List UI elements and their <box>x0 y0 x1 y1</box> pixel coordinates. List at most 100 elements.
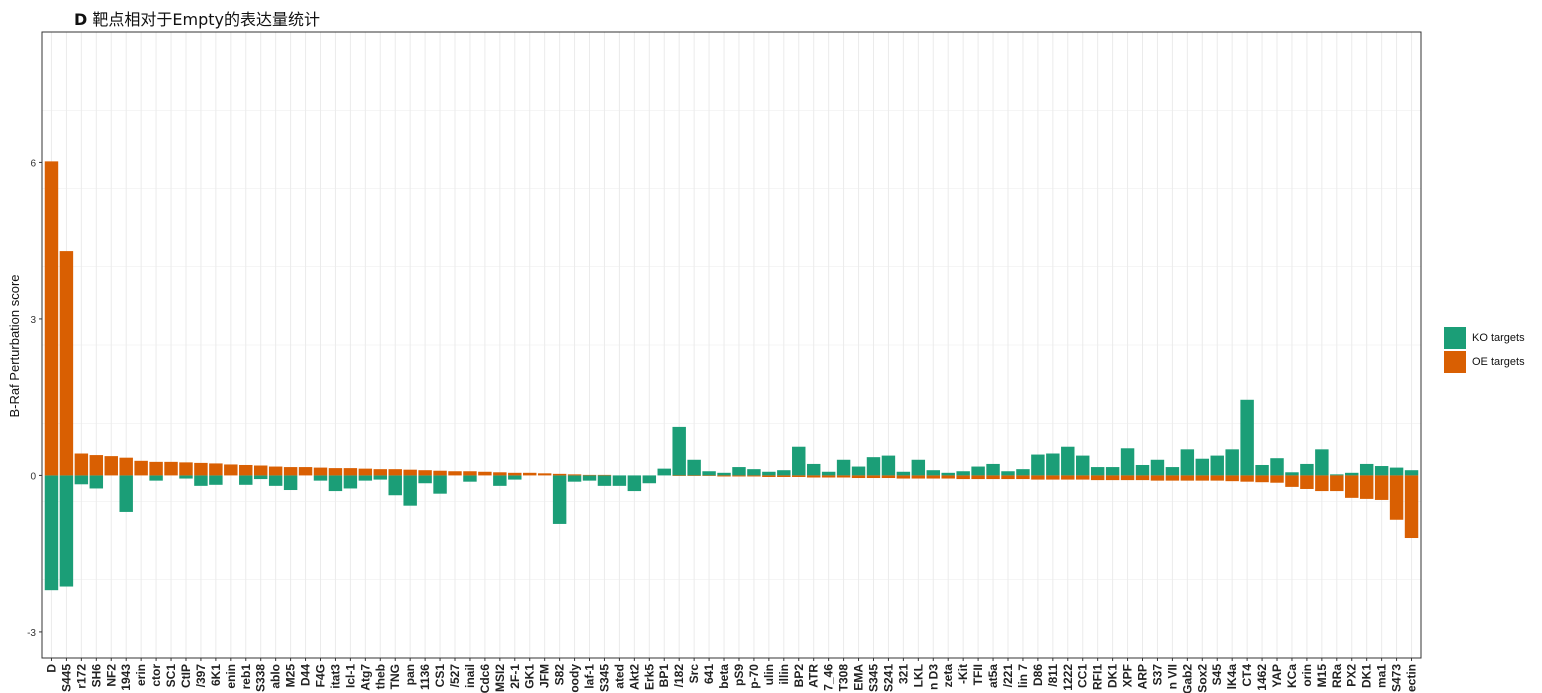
x-tick-label: DK1 <box>1360 664 1374 688</box>
bar-ko <box>911 459 926 476</box>
x-tick-label: Src <box>687 664 701 684</box>
bar-ko <box>1105 467 1120 476</box>
bar-oe <box>59 251 74 476</box>
x-tick-label: CS1 <box>433 664 447 688</box>
bar-oe <box>792 475 806 477</box>
bar-oe <box>328 468 343 476</box>
bar-ko <box>403 475 417 506</box>
x-tick-label: KCa <box>1285 664 1299 688</box>
x-tick-label: oody <box>568 664 582 693</box>
x-tick-label: n D3 <box>926 664 940 690</box>
x-tick-label: ma1 <box>1375 664 1389 688</box>
x-tick-label: S338 <box>254 664 268 692</box>
bar-ko <box>597 475 612 486</box>
bar-ko <box>986 463 1000 476</box>
bars <box>44 161 1419 591</box>
x-tick-label: laf-1 <box>583 664 597 689</box>
bar-oe <box>418 470 432 476</box>
bar-ko <box>239 475 253 485</box>
bar-oe <box>821 475 836 478</box>
bar-ko <box>732 467 746 476</box>
bar-ko <box>1180 449 1195 476</box>
x-tick-label: ATR <box>807 664 821 688</box>
bar-oe <box>1345 475 1359 498</box>
x-tick-label: 1222 <box>1061 664 1075 691</box>
x-tick-label: S345 <box>866 664 880 692</box>
bar-oe <box>343 468 358 476</box>
bar-oe <box>1180 475 1195 481</box>
x-tick-label: ectin <box>1405 664 1419 692</box>
x-tick-label: inail <box>463 664 477 688</box>
bar-oe <box>298 467 313 476</box>
bar-oe <box>1270 475 1284 483</box>
bar-oe <box>732 475 746 477</box>
x-tick-label: CtIP <box>179 664 193 688</box>
x-tick-label: T308 <box>837 664 851 692</box>
bar-oe <box>134 460 148 476</box>
bar-oe <box>358 468 373 476</box>
bar-ko <box>552 475 567 524</box>
x-tick-label: S345 <box>597 664 611 692</box>
y-tick-label: 3 <box>30 315 36 326</box>
bar-oe <box>537 473 552 476</box>
x-tick-label: ated <box>612 664 626 689</box>
bar-oe <box>493 472 507 476</box>
x-tick-label: NF2 <box>104 664 118 687</box>
bar-ko <box>702 471 716 476</box>
bar-ko <box>1359 463 1374 476</box>
bar-oe <box>836 475 851 478</box>
bar-ko <box>821 471 836 476</box>
x-tick-label: Sox2 <box>1195 664 1209 693</box>
bar-ko <box>149 475 163 481</box>
legend: KO targets OE targets <box>1444 326 1525 374</box>
bar-ko <box>1061 446 1075 476</box>
bar-oe <box>104 456 118 476</box>
x-tick-label: itat3 <box>328 664 342 689</box>
bar-oe <box>552 473 567 476</box>
x-tick-label: ARP <box>1136 664 1150 689</box>
bar-oe <box>1389 475 1404 520</box>
x-tick-label: SH6 <box>89 664 103 688</box>
bar-ko <box>74 475 89 485</box>
bar-oe <box>1120 475 1135 481</box>
chart-title: D 靶点相对于Empty的表达量统计 <box>74 6 320 30</box>
bar-oe <box>866 475 881 479</box>
x-tick-label: 1462 <box>1255 664 1269 691</box>
bar-ko <box>1165 467 1180 476</box>
bar-oe <box>1031 475 1045 480</box>
bar-ko <box>418 475 432 484</box>
bar-ko <box>1240 399 1254 476</box>
x-tick-label: orin <box>1300 664 1314 687</box>
bar-oe <box>1165 475 1180 481</box>
x-tick-label: enin <box>224 664 238 689</box>
y-tick-label: 0 <box>30 471 36 482</box>
bar-ko <box>194 475 208 486</box>
bar-oe <box>1016 475 1030 480</box>
bar-ko <box>642 475 657 484</box>
x-tick-label: 641 <box>702 664 716 684</box>
bar-oe <box>463 471 477 476</box>
x-tick-label: pS9 <box>732 664 746 686</box>
bar-oe <box>508 472 522 476</box>
bar-ko <box>1300 463 1314 476</box>
bar-oe <box>283 467 298 476</box>
x-tick-label: SC1 <box>164 664 178 688</box>
bar-oe <box>702 475 716 476</box>
bar-oe <box>1285 475 1299 487</box>
bar-ko <box>253 475 268 480</box>
legend-swatch-oe <box>1444 351 1466 373</box>
legend-label-ko: KO targets <box>1472 332 1525 344</box>
x-tick-label: S82 <box>553 664 567 686</box>
bar-ko <box>59 475 74 587</box>
bar-oe <box>119 457 133 476</box>
bar-ko <box>433 475 447 494</box>
bar-oe <box>1225 475 1239 482</box>
bar-ko <box>971 466 985 476</box>
bar-ko <box>1345 472 1359 476</box>
bar-oe <box>971 475 985 480</box>
bar-oe <box>717 475 731 477</box>
bar-oe <box>941 475 955 479</box>
x-tick-label: 1943 <box>119 664 133 691</box>
x-tick-label: M15 <box>1315 664 1329 688</box>
bar-oe <box>253 465 268 476</box>
